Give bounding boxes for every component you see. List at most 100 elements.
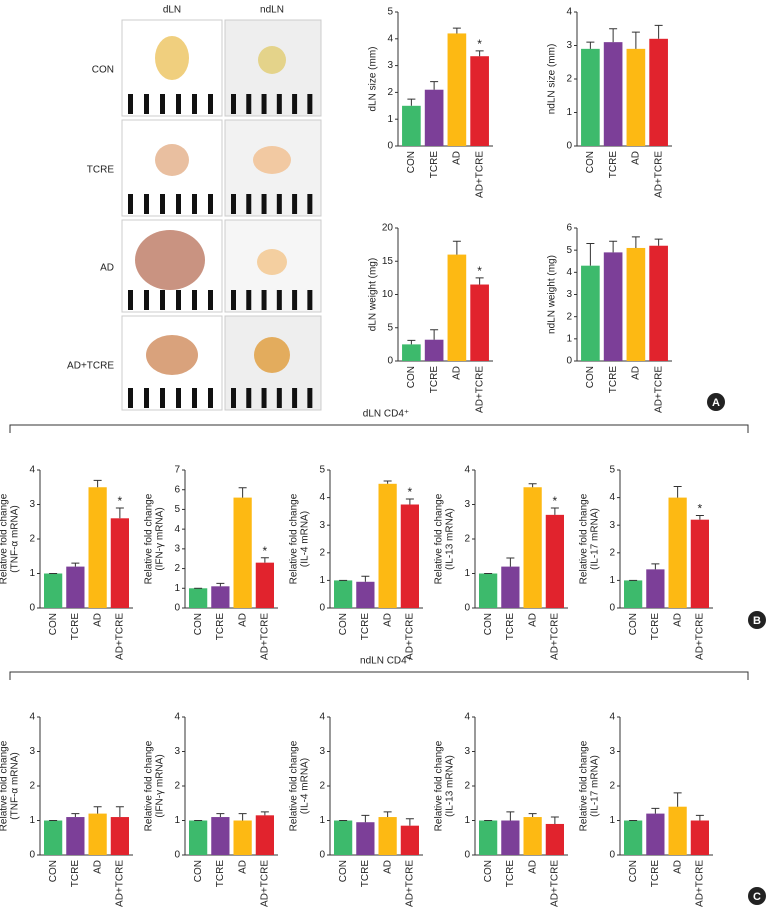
bar xyxy=(646,569,665,608)
error-bar xyxy=(405,818,414,826)
ruler-tick xyxy=(292,94,298,114)
y-axis-label: Relative fold change xyxy=(0,740,10,831)
bar xyxy=(424,89,444,146)
bar xyxy=(378,817,397,855)
error-bar xyxy=(528,813,537,818)
error-bar xyxy=(695,515,704,520)
lymph-node xyxy=(146,335,198,375)
ruler-tick xyxy=(276,94,282,114)
x-tick-label: CON xyxy=(48,613,59,635)
ruler-tick xyxy=(208,194,213,214)
bar xyxy=(402,344,421,361)
rulers xyxy=(128,94,313,408)
x-tick-label: AD xyxy=(92,613,103,627)
bar xyxy=(545,823,564,855)
error-bar xyxy=(361,814,370,823)
error-bar xyxy=(651,807,660,814)
y-tick-label: 3 xyxy=(464,499,470,510)
x-tick-label: AD+TCRE xyxy=(550,860,561,907)
x-tick-label: AD+TCRE xyxy=(405,860,416,907)
bar xyxy=(110,817,129,855)
x-tick-label: AD xyxy=(452,151,463,165)
y-tick-label: 3 xyxy=(29,499,35,510)
lymph-node xyxy=(155,36,189,80)
bar xyxy=(424,339,444,361)
bar xyxy=(447,254,467,361)
x-tick-label: AD+TCRE xyxy=(653,366,664,413)
y-tick-label: 0 xyxy=(566,141,572,152)
y-axis-label: ndLN weight (mg) xyxy=(547,255,558,334)
y-tick-label: 1 xyxy=(609,815,615,826)
error-bar xyxy=(586,41,595,49)
error-bar xyxy=(430,329,439,340)
y-tick-label: 2 xyxy=(464,781,470,792)
x-tick-label: AD+TCRE xyxy=(260,613,271,660)
bar xyxy=(690,820,709,855)
x-tick-label: AD xyxy=(237,613,248,627)
y-axis-label: Relative fold change xyxy=(144,740,155,831)
error-bar xyxy=(452,240,461,255)
x-tick-label: CON xyxy=(338,613,349,635)
x-tick-label: TCRE xyxy=(215,613,226,641)
bar xyxy=(479,820,498,855)
bar xyxy=(603,252,623,361)
error-bar xyxy=(609,28,618,43)
x-tick-label: AD xyxy=(527,860,538,874)
ruler-tick xyxy=(144,194,149,214)
x-tick-label: AD+TCRE xyxy=(260,860,271,907)
x-tick-label: AD+TCRE xyxy=(405,613,416,660)
y-tick-label: 2 xyxy=(609,547,615,558)
y-tick-label: 3 xyxy=(174,746,180,757)
y-tick-label: 1 xyxy=(566,333,572,344)
error-bar xyxy=(586,243,595,266)
y-tick-label: 0 xyxy=(387,356,393,367)
section-bracket xyxy=(9,424,749,433)
ruler-tick xyxy=(208,94,213,114)
significance-mark: * xyxy=(553,494,558,508)
y-tick-label: 0 xyxy=(464,603,470,614)
y-tick-label: 0 xyxy=(387,141,393,152)
y-tick-label: 20 xyxy=(382,223,394,234)
x-tick-label: TCRE xyxy=(429,151,440,179)
x-tick-label: TCRE xyxy=(70,860,81,888)
x-tick-label: TCRE xyxy=(70,613,81,641)
bar xyxy=(603,42,623,146)
significance-mark: * xyxy=(698,502,703,516)
bar xyxy=(581,265,600,361)
bar xyxy=(233,820,252,855)
error-bar xyxy=(93,479,102,488)
bar xyxy=(334,580,353,608)
bar xyxy=(523,817,542,855)
y-tick-label: 5 xyxy=(319,465,325,476)
y-tick-label: 4 xyxy=(566,7,572,18)
lymph-node xyxy=(135,230,205,290)
ruler-tick xyxy=(176,290,181,310)
photo-grid xyxy=(121,19,322,411)
error-bar xyxy=(631,236,640,248)
x-tick-label: TCRE xyxy=(505,613,516,641)
y-axis-label: Relative fold change xyxy=(144,493,155,584)
x-tick-label: CON xyxy=(628,613,639,635)
bar xyxy=(690,519,709,608)
bar xyxy=(501,566,520,608)
error-bar xyxy=(115,507,124,519)
x-tick-label: CON xyxy=(483,613,494,635)
y-tick-label: 2 xyxy=(29,781,35,792)
ruler-tick xyxy=(307,194,313,214)
ruler-tick xyxy=(144,388,149,408)
ruler-tick xyxy=(261,94,267,114)
panel-badge xyxy=(748,887,766,905)
row-label: AD xyxy=(100,263,114,274)
y-axis-label: Relative fold change xyxy=(289,493,300,584)
x-tick-label: AD xyxy=(382,613,393,627)
ruler-tick xyxy=(246,290,252,310)
bar xyxy=(189,588,208,608)
ruler-tick xyxy=(208,388,213,408)
bar xyxy=(649,245,668,361)
error-bar xyxy=(452,27,461,34)
bar xyxy=(668,497,687,608)
y-tick-label: 4 xyxy=(609,492,615,503)
y-tick-label: 15 xyxy=(382,256,394,267)
y-axis-label: Relative fold change xyxy=(579,493,590,584)
